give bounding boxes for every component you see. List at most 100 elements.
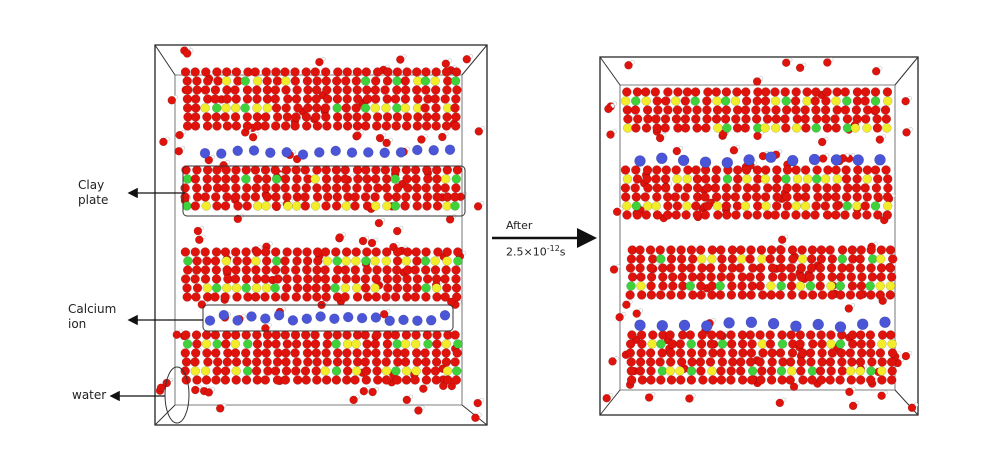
oxygen-atom — [752, 201, 763, 211]
oxygen-atom — [855, 254, 865, 264]
oxygen-atom — [796, 272, 807, 282]
clay-atom — [390, 174, 400, 184]
calcium-ion — [856, 318, 869, 330]
oxygen-atom — [711, 165, 722, 175]
oxygen-atom — [432, 174, 442, 184]
water-oxygen — [359, 386, 369, 396]
oxygen-atom — [390, 94, 401, 104]
oxygen-atom — [191, 183, 202, 193]
clay-atom — [190, 366, 201, 376]
oxygen-atom — [862, 210, 872, 220]
oxygen-atom — [622, 210, 632, 220]
time-label: 2.5×10-12s — [506, 244, 566, 259]
clay-atom — [420, 76, 431, 86]
oxygen-atom — [312, 357, 322, 367]
oxygen-atom — [401, 375, 412, 385]
oxygen-atom — [401, 192, 411, 202]
oxygen-atom — [361, 67, 372, 77]
oxygen-atom — [421, 292, 431, 302]
oxygen-atom — [402, 112, 413, 122]
oxygen-atom — [636, 272, 646, 282]
oxygen-atom — [333, 67, 343, 77]
oxygen-atom — [422, 192, 433, 202]
clay-atom — [630, 96, 641, 106]
oxygen-atom — [672, 105, 683, 115]
oxygen-atom — [280, 375, 291, 385]
oxygen-atom — [222, 121, 233, 131]
oxygen-atom — [320, 67, 331, 77]
oxygen-atom — [805, 272, 815, 282]
oxygen-atom — [645, 357, 656, 367]
oxygen-atom — [630, 105, 641, 115]
oxygen-atom — [352, 94, 363, 104]
oxygen-atom — [230, 348, 241, 358]
oxygen-atom — [666, 290, 676, 300]
calcium-ion — [379, 147, 390, 159]
oxygen-atom — [450, 192, 460, 202]
oxygen-atom — [350, 265, 361, 275]
clay-atom — [453, 339, 463, 349]
water-oxygen — [602, 393, 611, 403]
oxygen-atom — [765, 330, 775, 340]
oxygen-atom — [242, 201, 252, 211]
oxygen-atom — [771, 201, 782, 211]
oxygen-atom — [680, 192, 690, 202]
oxygen-atom — [658, 272, 668, 282]
oxygen-atom — [867, 357, 877, 367]
calcium-ion — [265, 147, 276, 158]
oxygen-atom — [212, 357, 223, 367]
clay-atom — [622, 201, 632, 211]
oxygen-atom — [190, 348, 201, 358]
oxygen-atom — [765, 254, 775, 264]
water-oxygen — [817, 137, 827, 147]
oxygen-atom — [686, 375, 697, 385]
oxygen-atom — [280, 174, 291, 184]
oxygen-atom — [732, 183, 742, 193]
calcium-ion — [342, 311, 354, 323]
oxygen-atom — [696, 339, 707, 349]
oxygen-atom — [431, 375, 442, 385]
oxygen-atom — [370, 192, 380, 202]
clay-atom — [390, 201, 401, 211]
clay-atom — [330, 283, 340, 293]
oxygen-atom — [856, 348, 867, 358]
water-oxygen — [197, 300, 207, 309]
oxygen-atom — [231, 165, 241, 175]
oxygen-atom — [716, 366, 726, 376]
oxygen-atom — [440, 274, 450, 284]
oxygen-atom — [322, 85, 332, 95]
oxygen-atom — [772, 174, 782, 184]
calcium-ion — [370, 312, 382, 323]
oxygen-atom — [272, 76, 283, 86]
oxygen-atom — [856, 281, 867, 291]
clay-atom — [866, 366, 876, 376]
oxygen-atom — [252, 330, 262, 340]
oxygen-atom — [865, 348, 876, 358]
oxygen-atom — [652, 183, 662, 193]
oxygen-atom — [300, 366, 311, 376]
oxygen-atom — [280, 256, 290, 266]
oxygen-atom — [657, 263, 668, 273]
after-label: After — [506, 219, 533, 232]
oxygen-atom — [786, 281, 797, 291]
oxygen-atom — [837, 366, 848, 376]
oxygen-atom — [770, 87, 780, 97]
oxygen-atom — [713, 210, 723, 220]
oxygen-atom — [352, 165, 363, 175]
clay-atom — [713, 123, 723, 133]
oxygen-atom — [382, 339, 393, 349]
oxygen-atom — [700, 210, 711, 220]
oxygen-atom — [761, 105, 771, 115]
oxygen-atom — [430, 94, 440, 104]
water-oxygen — [877, 391, 886, 400]
oxygen-atom — [362, 292, 373, 302]
oxygen-atom — [810, 210, 820, 220]
oxygen-atom — [441, 121, 452, 131]
oxygen-atom — [340, 265, 351, 275]
oxygen-atom — [251, 183, 262, 193]
oxygen-atom — [431, 357, 442, 367]
oxygen-atom — [815, 272, 826, 282]
oxygen-atom — [677, 263, 687, 273]
water-oxygen — [419, 384, 428, 393]
oxygen-atom — [697, 263, 707, 273]
